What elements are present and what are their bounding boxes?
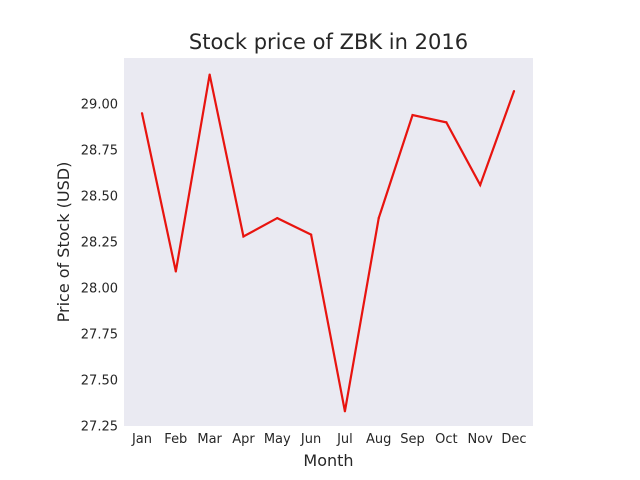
x-tick-label: Mar xyxy=(197,432,222,447)
x-tick-label: Jul xyxy=(336,432,353,447)
data-point xyxy=(276,216,279,220)
y-tick-label: 27.25 xyxy=(81,420,118,435)
data-point xyxy=(445,121,448,124)
x-tick-label: Feb xyxy=(164,432,187,447)
y-tick-label: 28.75 xyxy=(81,144,118,159)
data-point xyxy=(309,233,313,236)
y-tick-label: 27.50 xyxy=(81,374,118,389)
data-point xyxy=(208,73,211,76)
data-point xyxy=(140,112,144,115)
x-tick-label: Apr xyxy=(232,432,255,447)
x-tick-label: Nov xyxy=(467,432,493,447)
x-tick-label: Aug xyxy=(366,432,391,447)
x-tick-label: May xyxy=(264,432,291,447)
y-tick-label: 29.00 xyxy=(81,98,118,113)
plot-area xyxy=(124,58,533,426)
data-point xyxy=(343,410,347,413)
y-tick-label: 27.75 xyxy=(81,328,118,343)
y-tick-label: 28.00 xyxy=(81,282,118,297)
x-tick-label: Jan xyxy=(131,432,152,447)
data-point xyxy=(411,113,414,117)
y-tick-label: 28.50 xyxy=(81,190,118,205)
data-point xyxy=(377,216,380,220)
data-point xyxy=(479,183,482,187)
data-point xyxy=(242,235,245,238)
data-point xyxy=(512,90,516,93)
data-point xyxy=(174,270,177,273)
x-axis-ticks: Jan Feb Mar Apr May Jun Jul Aug Sep Oct Nov Dec xyxy=(131,432,527,447)
x-tick-label: Oct xyxy=(435,432,457,447)
series-line xyxy=(140,74,516,412)
y-axis-ticks: 27.25 27.50 27.75 28.00 28.25 28.50 28.75 29.00 xyxy=(81,98,118,435)
x-tick-label: Sep xyxy=(400,432,425,447)
x-tick-label: Jun xyxy=(300,432,321,447)
series-layer xyxy=(140,73,516,413)
x-axis-label: Month xyxy=(303,451,353,470)
chart-title: Stock price of ZBK in 2016 xyxy=(189,30,468,54)
y-axis-label: Price of Stock (USD) xyxy=(54,162,73,323)
y-tick-label: 28.25 xyxy=(81,236,118,251)
x-tick-label: Dec xyxy=(501,432,526,447)
